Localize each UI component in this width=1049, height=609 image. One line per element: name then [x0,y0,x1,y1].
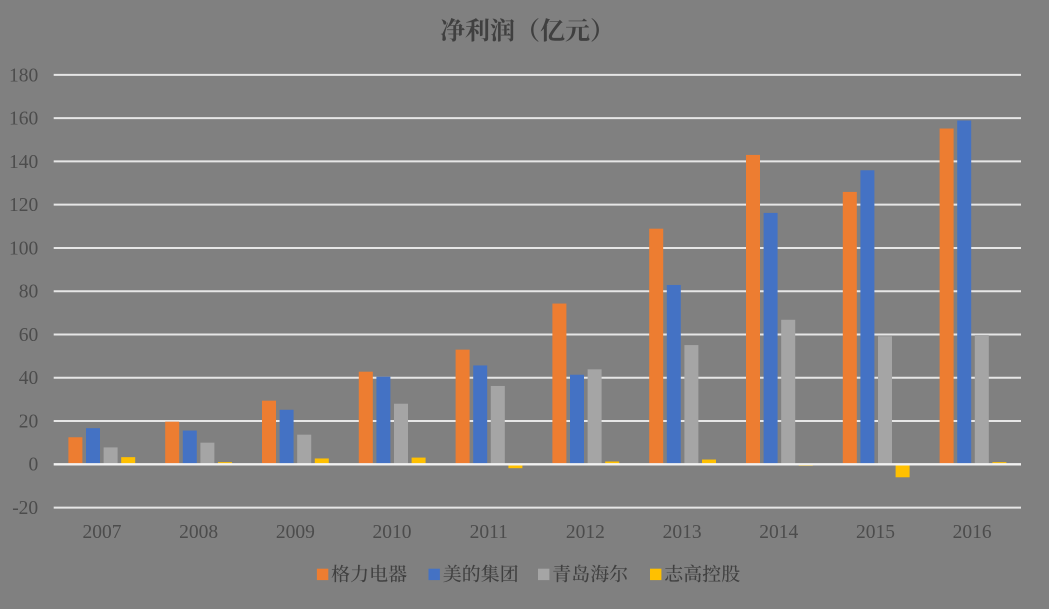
svg-text:2012: 2012 [566,522,605,543]
svg-text:2015: 2015 [856,522,895,543]
svg-text:0: 0 [28,455,38,476]
svg-text:2010: 2010 [373,522,412,543]
svg-text:-20: -20 [12,498,38,519]
svg-text:20: 20 [19,411,39,432]
svg-text:2009: 2009 [276,522,315,543]
svg-text:2007: 2007 [83,522,122,543]
svg-text:40: 40 [19,368,39,389]
svg-text:120: 120 [9,195,38,216]
svg-text:80: 80 [19,282,39,303]
svg-text:2014: 2014 [759,522,798,543]
svg-text:2013: 2013 [663,522,702,543]
svg-text:140: 140 [9,152,38,173]
svg-text:180: 180 [9,65,38,86]
svg-text:2011: 2011 [470,522,508,543]
svg-text:160: 160 [9,109,38,130]
svg-text:60: 60 [19,325,39,346]
svg-text:100: 100 [9,238,38,259]
svg-text:2016: 2016 [953,522,992,543]
svg-text:2008: 2008 [179,522,218,543]
